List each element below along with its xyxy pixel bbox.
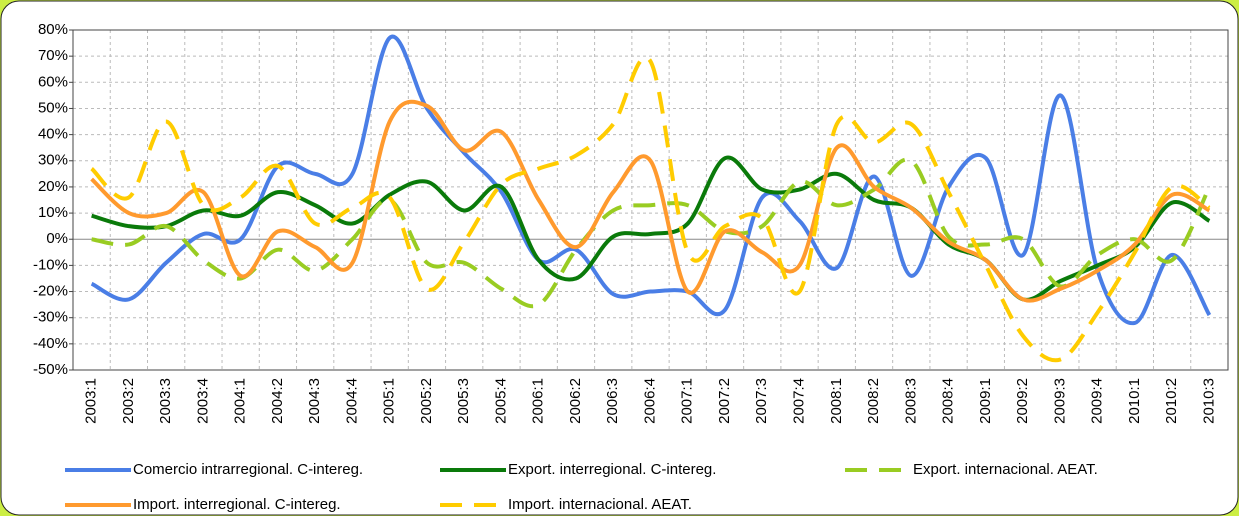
legend-label: Import. internacional. AEAT. (508, 496, 692, 513)
y-tick-label: 80% (38, 21, 68, 38)
series-line (90, 99, 1211, 303)
x-tick-label: 2008:3 (902, 378, 919, 424)
y-tick-label: 10% (38, 204, 68, 221)
y-tick-label: 50% (38, 99, 68, 116)
x-tick-label: 2010:3 (1200, 378, 1217, 424)
series-line (90, 34, 1212, 326)
x-tick-label: 2007:4 (791, 378, 808, 424)
x-tick-label: 2009:2 (1014, 378, 1031, 424)
series-line (91, 157, 1212, 309)
y-tick-label: -50% (33, 361, 68, 378)
y-tick-label: 60% (38, 73, 68, 90)
legend-label: Import. interregional. C-intereg. (133, 496, 341, 513)
x-tick-label: 2005:1 (381, 378, 398, 424)
y-tick-label: 30% (38, 152, 68, 169)
x-tick-label: 2008:1 (828, 378, 845, 424)
y-tick-label: -10% (33, 256, 68, 273)
x-tick-label: 2007:3 (753, 378, 770, 424)
x-tick-label: 2004:3 (306, 378, 323, 424)
x-tick-label: 2006:2 (567, 378, 584, 424)
y-tick-label: 0% (46, 230, 68, 247)
x-tick-label: 2004:4 (343, 378, 360, 424)
x-tick-label: 2004:1 (232, 378, 249, 424)
y-tick-label: -30% (33, 309, 68, 326)
x-tick-label: 2009:1 (977, 378, 994, 424)
x-tick-label: 2005:2 (418, 378, 435, 424)
x-tick-label: 2003:3 (157, 378, 174, 424)
x-tick-label: 2009:4 (1089, 378, 1106, 424)
x-tick-label: 2006:1 (530, 378, 547, 424)
x-tick-label: 2006:4 (641, 378, 658, 424)
x-tick-label: 2007:2 (716, 378, 733, 424)
x-tick-label: 2008:4 (940, 378, 957, 424)
plot-border (72, 29, 1229, 371)
x-tick-label: 2009:3 (1051, 378, 1068, 424)
x-tick-label: 2005:4 (492, 378, 509, 424)
y-tick-label: -40% (33, 335, 68, 352)
x-tick-label: 2010:2 (1163, 378, 1180, 424)
x-tick-label: 2004:2 (269, 378, 286, 424)
x-tick-label: 2003:1 (83, 378, 100, 424)
legend-label: Comercio intrarregional. C-intereg. (133, 461, 363, 478)
x-tick-label: 2003:2 (120, 378, 137, 424)
legend-label: Export. interregional. C-intereg. (508, 461, 716, 478)
series-line (90, 55, 1211, 363)
x-tick-label: 2008:2 (865, 378, 882, 424)
x-tick-label: 2010:1 (1126, 378, 1143, 424)
x-tick-label: 2005:3 (455, 378, 472, 424)
y-tick-label: 20% (38, 178, 68, 195)
x-tick-label: 2007:1 (679, 378, 696, 424)
legend-label: Export. internacional. AEAT. (913, 461, 1098, 478)
x-tick-label: 2006:3 (604, 378, 621, 424)
y-tick-label: 70% (38, 47, 68, 64)
y-tick-label: -20% (33, 283, 68, 300)
y-tick-label: 40% (38, 126, 68, 143)
x-tick-label: 2003:4 (194, 378, 211, 424)
